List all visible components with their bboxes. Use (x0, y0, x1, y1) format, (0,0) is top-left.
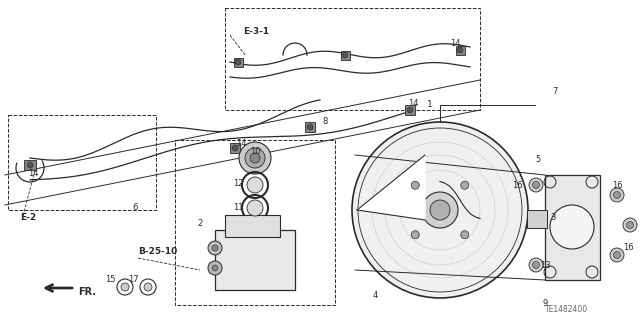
Text: 7: 7 (552, 87, 557, 97)
Circle shape (614, 251, 621, 258)
Circle shape (407, 107, 413, 113)
Bar (8, 115, 156, 210)
Circle shape (529, 178, 543, 192)
Circle shape (532, 182, 540, 189)
Circle shape (212, 265, 218, 271)
Text: 14: 14 (450, 39, 460, 48)
Text: 14: 14 (28, 168, 38, 177)
Circle shape (412, 181, 419, 189)
Bar (225, 215, 280, 237)
Text: 1: 1 (427, 100, 433, 109)
Circle shape (144, 283, 152, 291)
Circle shape (529, 258, 543, 272)
Bar (545, 175, 600, 280)
Text: 14: 14 (236, 138, 246, 147)
Circle shape (247, 177, 263, 193)
Text: FR.: FR. (78, 287, 96, 297)
Bar (175, 140, 335, 305)
Circle shape (239, 142, 271, 174)
Text: 9: 9 (542, 299, 548, 308)
Text: 16: 16 (612, 181, 622, 189)
Circle shape (412, 231, 419, 239)
Text: 8: 8 (323, 117, 328, 127)
Circle shape (550, 205, 594, 249)
Circle shape (610, 188, 624, 202)
Circle shape (422, 192, 458, 228)
Text: 10: 10 (250, 146, 260, 155)
Circle shape (461, 181, 468, 189)
Circle shape (430, 200, 450, 220)
Circle shape (208, 261, 222, 275)
Text: 4: 4 (372, 291, 378, 300)
Circle shape (208, 241, 222, 255)
Bar (234, 57, 243, 66)
Text: 5: 5 (536, 155, 541, 165)
Text: 16: 16 (623, 243, 634, 253)
Circle shape (247, 200, 263, 216)
Text: TE1482400: TE1482400 (545, 305, 588, 314)
Circle shape (27, 162, 33, 168)
Circle shape (532, 262, 540, 269)
Text: 2: 2 (197, 219, 203, 227)
Text: 14: 14 (408, 99, 419, 108)
Bar (215, 230, 295, 290)
Circle shape (235, 59, 241, 65)
Circle shape (250, 153, 260, 163)
Bar (305, 122, 315, 132)
Circle shape (121, 283, 129, 291)
Text: 12: 12 (233, 179, 243, 188)
Bar (225, 8, 480, 110)
Text: 3: 3 (550, 213, 556, 222)
Text: E-3-1: E-3-1 (243, 27, 269, 36)
Circle shape (342, 52, 348, 58)
Bar (230, 143, 240, 153)
Bar (340, 50, 349, 60)
Circle shape (623, 218, 637, 232)
Text: 6: 6 (132, 203, 138, 211)
Circle shape (245, 148, 265, 168)
Text: 15: 15 (105, 276, 115, 285)
Circle shape (627, 221, 634, 228)
Polygon shape (357, 155, 425, 220)
Circle shape (212, 245, 218, 251)
Text: E-2: E-2 (20, 213, 36, 222)
Text: B-25-10: B-25-10 (138, 248, 177, 256)
Bar (24, 160, 36, 170)
Text: 13: 13 (540, 261, 550, 270)
Circle shape (461, 231, 468, 239)
Circle shape (352, 122, 528, 298)
Circle shape (457, 47, 463, 53)
Text: 17: 17 (128, 276, 138, 285)
Text: 16: 16 (512, 181, 522, 189)
Circle shape (610, 248, 624, 262)
Circle shape (614, 191, 621, 198)
Text: 11: 11 (233, 203, 243, 211)
Bar (527, 210, 547, 228)
Bar (456, 46, 465, 55)
Circle shape (307, 124, 313, 130)
Circle shape (232, 145, 238, 151)
Bar (405, 105, 415, 115)
